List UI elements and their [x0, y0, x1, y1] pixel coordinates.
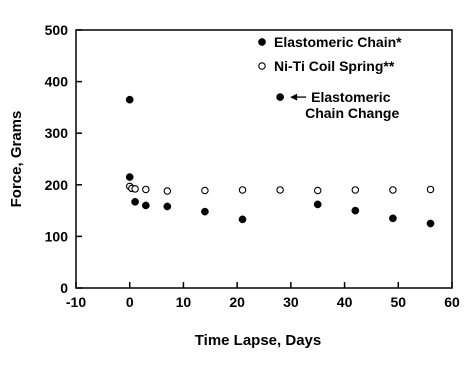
data-point [238, 215, 247, 224]
data-point [276, 186, 284, 194]
x-tick-label: 20 [229, 294, 245, 310]
data-point [131, 185, 139, 193]
y-tick-label: 500 [45, 22, 69, 38]
data-point [351, 206, 360, 215]
annotation-arrow-head [290, 93, 298, 101]
data-point [238, 186, 247, 194]
legend-label: Elastomeric Chain* [274, 34, 402, 50]
x-tick-label: 60 [444, 294, 460, 310]
data-point [426, 219, 435, 228]
legend-marker [258, 62, 266, 70]
x-tick-label: 50 [390, 294, 406, 310]
data-point [131, 197, 139, 206]
plot-frame [75, 29, 453, 289]
data-point [389, 186, 397, 194]
x-tick-label: 0 [126, 294, 134, 310]
legend-label: Ni-Ti Coil Spring** [274, 58, 395, 74]
x-tick-label: 40 [337, 294, 353, 310]
y-tick-label: 200 [45, 177, 69, 193]
data-point [201, 207, 209, 216]
series-0 [125, 95, 435, 228]
data-point [313, 186, 322, 195]
y-tick-label: 100 [45, 228, 69, 244]
y-axis-label: Force, Grams [8, 111, 25, 208]
annotation-label: Chain Change [305, 105, 399, 121]
x-tick-label: 30 [283, 294, 299, 310]
y-tick-label: 400 [45, 74, 69, 90]
y-tick-label: 0 [60, 280, 68, 296]
x-tick-label: -10 [66, 294, 86, 310]
data-point [313, 200, 322, 209]
x-axis-label: Time Lapse, Days [195, 332, 321, 349]
data-point [141, 201, 150, 210]
data-point [426, 185, 435, 194]
x-tick-label: 10 [176, 294, 192, 310]
data-point [389, 214, 397, 223]
data-point [351, 186, 360, 194]
data-point [163, 187, 172, 195]
series-1 [125, 182, 435, 195]
annotation-label: Elastomeric [311, 89, 391, 105]
data-point [125, 173, 134, 181]
annotation-point [276, 93, 284, 101]
data-point [142, 185, 150, 194]
y-tick-label: 300 [45, 125, 69, 141]
data-point [125, 95, 134, 104]
data-point [201, 186, 209, 195]
legend-marker [258, 38, 266, 46]
data-point [163, 202, 172, 211]
